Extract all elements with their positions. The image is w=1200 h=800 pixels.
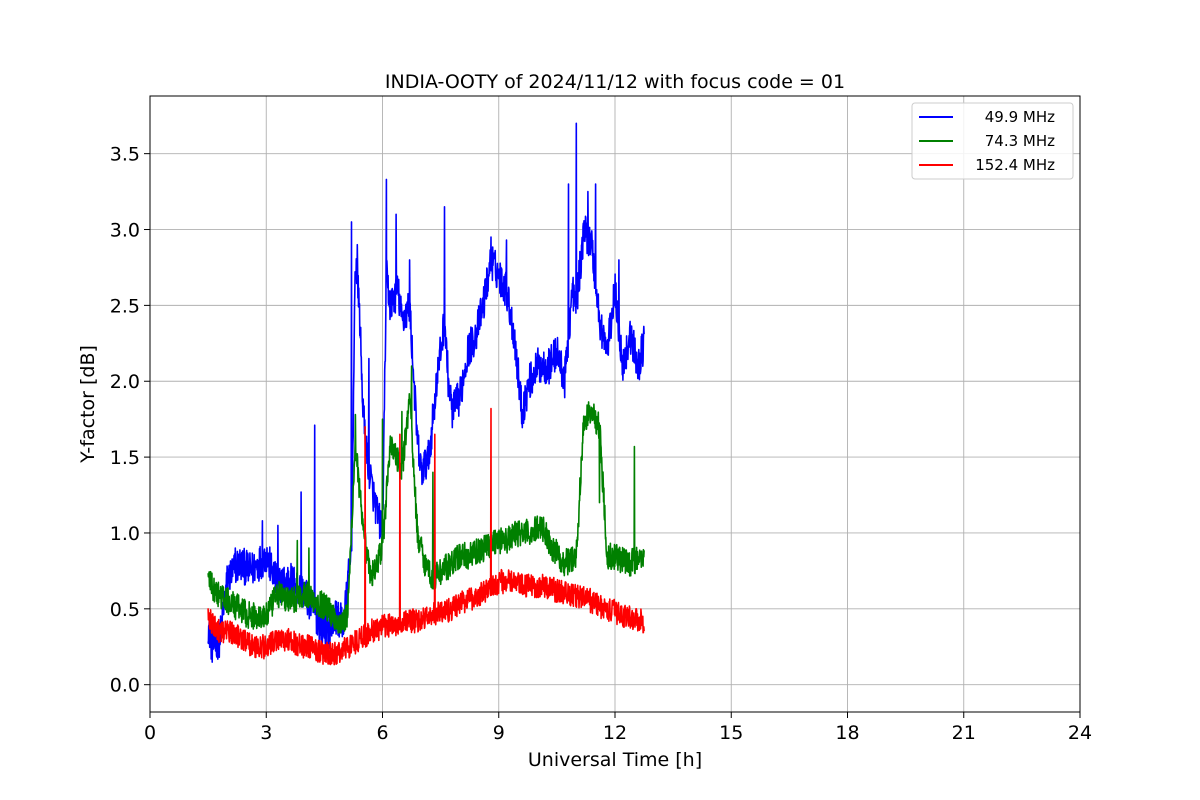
- y-tick-label: 2.0: [110, 371, 140, 393]
- x-tick-label: 24: [1068, 722, 1092, 744]
- x-tick-label: 12: [603, 722, 627, 744]
- legend-label: 74.3 MHz: [985, 132, 1055, 150]
- y-tick-label: 2.5: [110, 295, 140, 317]
- chart-title: INDIA-OOTY of 2024/11/12 with focus code…: [385, 71, 845, 93]
- series-line-152-4-mhz: [207, 407, 645, 666]
- y-tick-label: 0.0: [110, 675, 140, 697]
- y-axis-ticks: 0.0 0.5 1.0 1.5 2.0 2.5 3.0 3.5: [110, 144, 150, 697]
- x-tick-label: 6: [376, 722, 388, 744]
- series-line-74-3-mhz: [207, 365, 645, 634]
- x-tick-label: 9: [493, 722, 505, 744]
- y-tick-label: 1.0: [110, 523, 140, 545]
- y-tick-label: 3.5: [110, 144, 140, 166]
- legend-label: 49.9 MHz: [985, 108, 1055, 126]
- y-tick-label: 0.5: [110, 599, 140, 621]
- x-tick-label: 15: [719, 722, 743, 744]
- legend-box: [911, 102, 1074, 180]
- y-tick-label: 3.0: [110, 220, 140, 242]
- series-lines: [207, 122, 645, 666]
- x-tick-label: 21: [952, 722, 976, 744]
- y-axis-label: Y-factor [dB]: [77, 345, 99, 464]
- x-tick-label: 18: [835, 722, 859, 744]
- y-tick-label: 1.5: [110, 447, 140, 469]
- legend: 49.9 MHz 74.3 MHz 152.4 MHz: [911, 102, 1074, 180]
- x-axis-label: Universal Time [h]: [528, 749, 702, 771]
- legend-label: 152.4 MHz: [975, 156, 1055, 174]
- x-tick-label: 3: [260, 722, 272, 744]
- x-tick-label: 0: [144, 722, 156, 744]
- x-axis-ticks: 0 3 6 9 12 15 18 21 24: [144, 712, 1092, 744]
